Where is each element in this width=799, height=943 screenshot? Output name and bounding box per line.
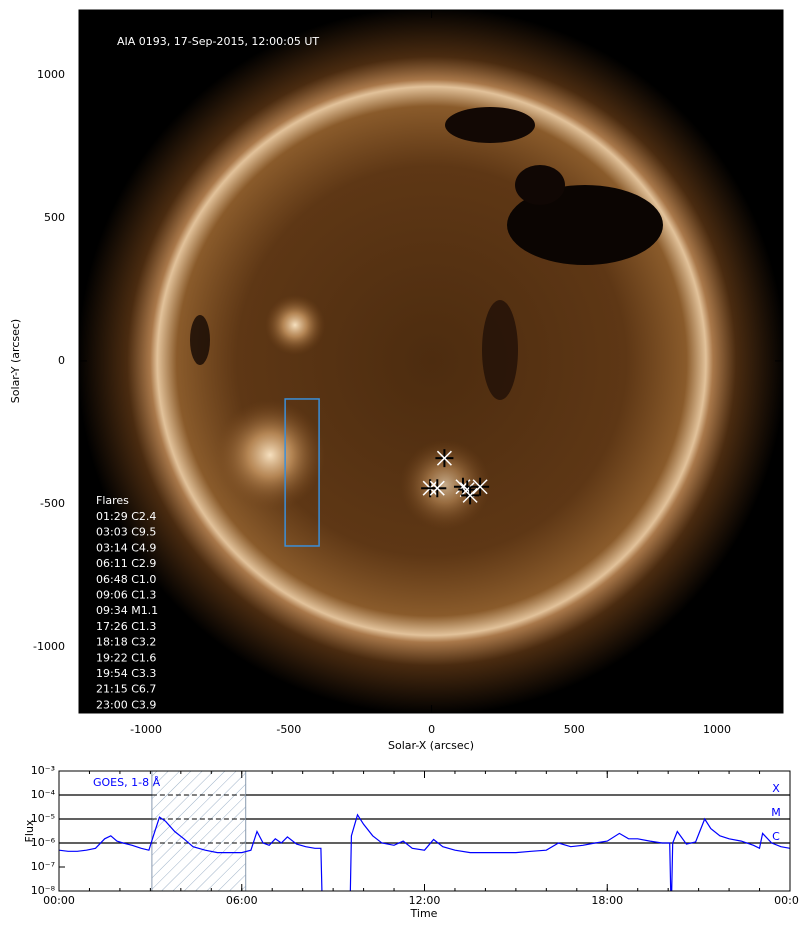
- flare-entry: 18:18 C3.2: [96, 636, 156, 649]
- x-tick-label: 00:00: [774, 894, 799, 907]
- flare-entry: 03:03 C9.5: [96, 526, 156, 539]
- x-tick-label: 500: [564, 723, 585, 736]
- flare-marker: [435, 449, 454, 468]
- flare-marker: [428, 479, 447, 498]
- region-box: [284, 398, 320, 547]
- flare-entry: 19:54 C3.3: [96, 667, 156, 680]
- marker-x: [462, 487, 478, 503]
- active-region: [215, 400, 325, 510]
- x-tick-label: 1000: [703, 723, 731, 736]
- flux-line: [59, 813, 790, 891]
- marker-x: [472, 479, 488, 495]
- y-tick-label: 10⁻⁷: [31, 860, 55, 873]
- highlight-region: [151, 770, 247, 892]
- y-tick-label: 500: [44, 211, 65, 224]
- marker-x: [436, 450, 452, 466]
- y-tick-label: -1000: [33, 640, 65, 653]
- flare-marker: [461, 486, 480, 505]
- solar-image: [79, 10, 783, 713]
- image-title: AIA 0193, 17-Sep-2015, 12:00:05 UT: [117, 35, 319, 48]
- y-tick-label: 10⁻⁸: [31, 884, 56, 897]
- active-region: [265, 295, 325, 355]
- y-tick-label: 10⁻⁶: [31, 836, 56, 849]
- y-tick-label: 0: [58, 354, 65, 367]
- y-axis-label: Solar-Y (arcsec): [9, 319, 22, 403]
- active-region: [400, 440, 490, 530]
- flare-entry: 17:26 C1.3: [96, 620, 156, 633]
- y-axis-label: Flux: [23, 819, 36, 842]
- y-tick-label: 10⁻⁵: [31, 812, 55, 825]
- y-tick-label: 1000: [37, 68, 65, 81]
- coronal-hole: [190, 315, 210, 365]
- goes-title: GOES, 1-8 Å: [93, 776, 161, 789]
- image-frame: [78, 9, 784, 714]
- plot-frame: [58, 770, 791, 892]
- coronal-hole: [515, 165, 565, 205]
- marker-x: [429, 480, 445, 496]
- class-label: X: [772, 782, 780, 795]
- class-label: C: [772, 830, 780, 843]
- flare-entry: 19:22 C1.6: [96, 651, 156, 664]
- flare-entry: 21:15 C6.7: [96, 683, 156, 696]
- x-tick-label: 18:00: [591, 894, 623, 907]
- y-tick-label: 10⁻³: [31, 764, 55, 777]
- x-tick-label: 12:00: [409, 894, 441, 907]
- flare-entry: 01:29 C2.4: [96, 510, 156, 523]
- coronal-hole: [445, 107, 535, 143]
- x-axis-label: Time: [410, 907, 438, 920]
- y-tick-label: 10⁻⁴: [31, 788, 56, 801]
- flare-marker: [471, 477, 490, 496]
- flare-entry: 09:06 C1.3: [96, 589, 156, 602]
- y-tick-label: -500: [40, 497, 65, 510]
- x-tick-label: -500: [276, 723, 301, 736]
- legend-title: Flares: [96, 494, 129, 507]
- x-tick-label: 06:00: [226, 894, 258, 907]
- coronal-hole: [482, 300, 518, 400]
- coronal-hole: [507, 185, 663, 265]
- x-axis-label: Solar-X (arcsec): [388, 739, 474, 752]
- flare-entry: 09:34 M1.1: [96, 604, 158, 617]
- flare-entry: 06:11 C2.9: [96, 557, 156, 570]
- sun-disk: [79, 10, 783, 713]
- x-tick-label: 00:00: [43, 894, 75, 907]
- class-label: M: [771, 806, 781, 819]
- flare-entry: 23:00 C3.9: [96, 698, 156, 711]
- flare-entry: 03:14 C4.9: [96, 541, 156, 554]
- x-tick-label: -1000: [130, 723, 162, 736]
- x-tick-label: 0: [428, 723, 435, 736]
- flare-entry: 06:48 C1.0: [96, 573, 156, 586]
